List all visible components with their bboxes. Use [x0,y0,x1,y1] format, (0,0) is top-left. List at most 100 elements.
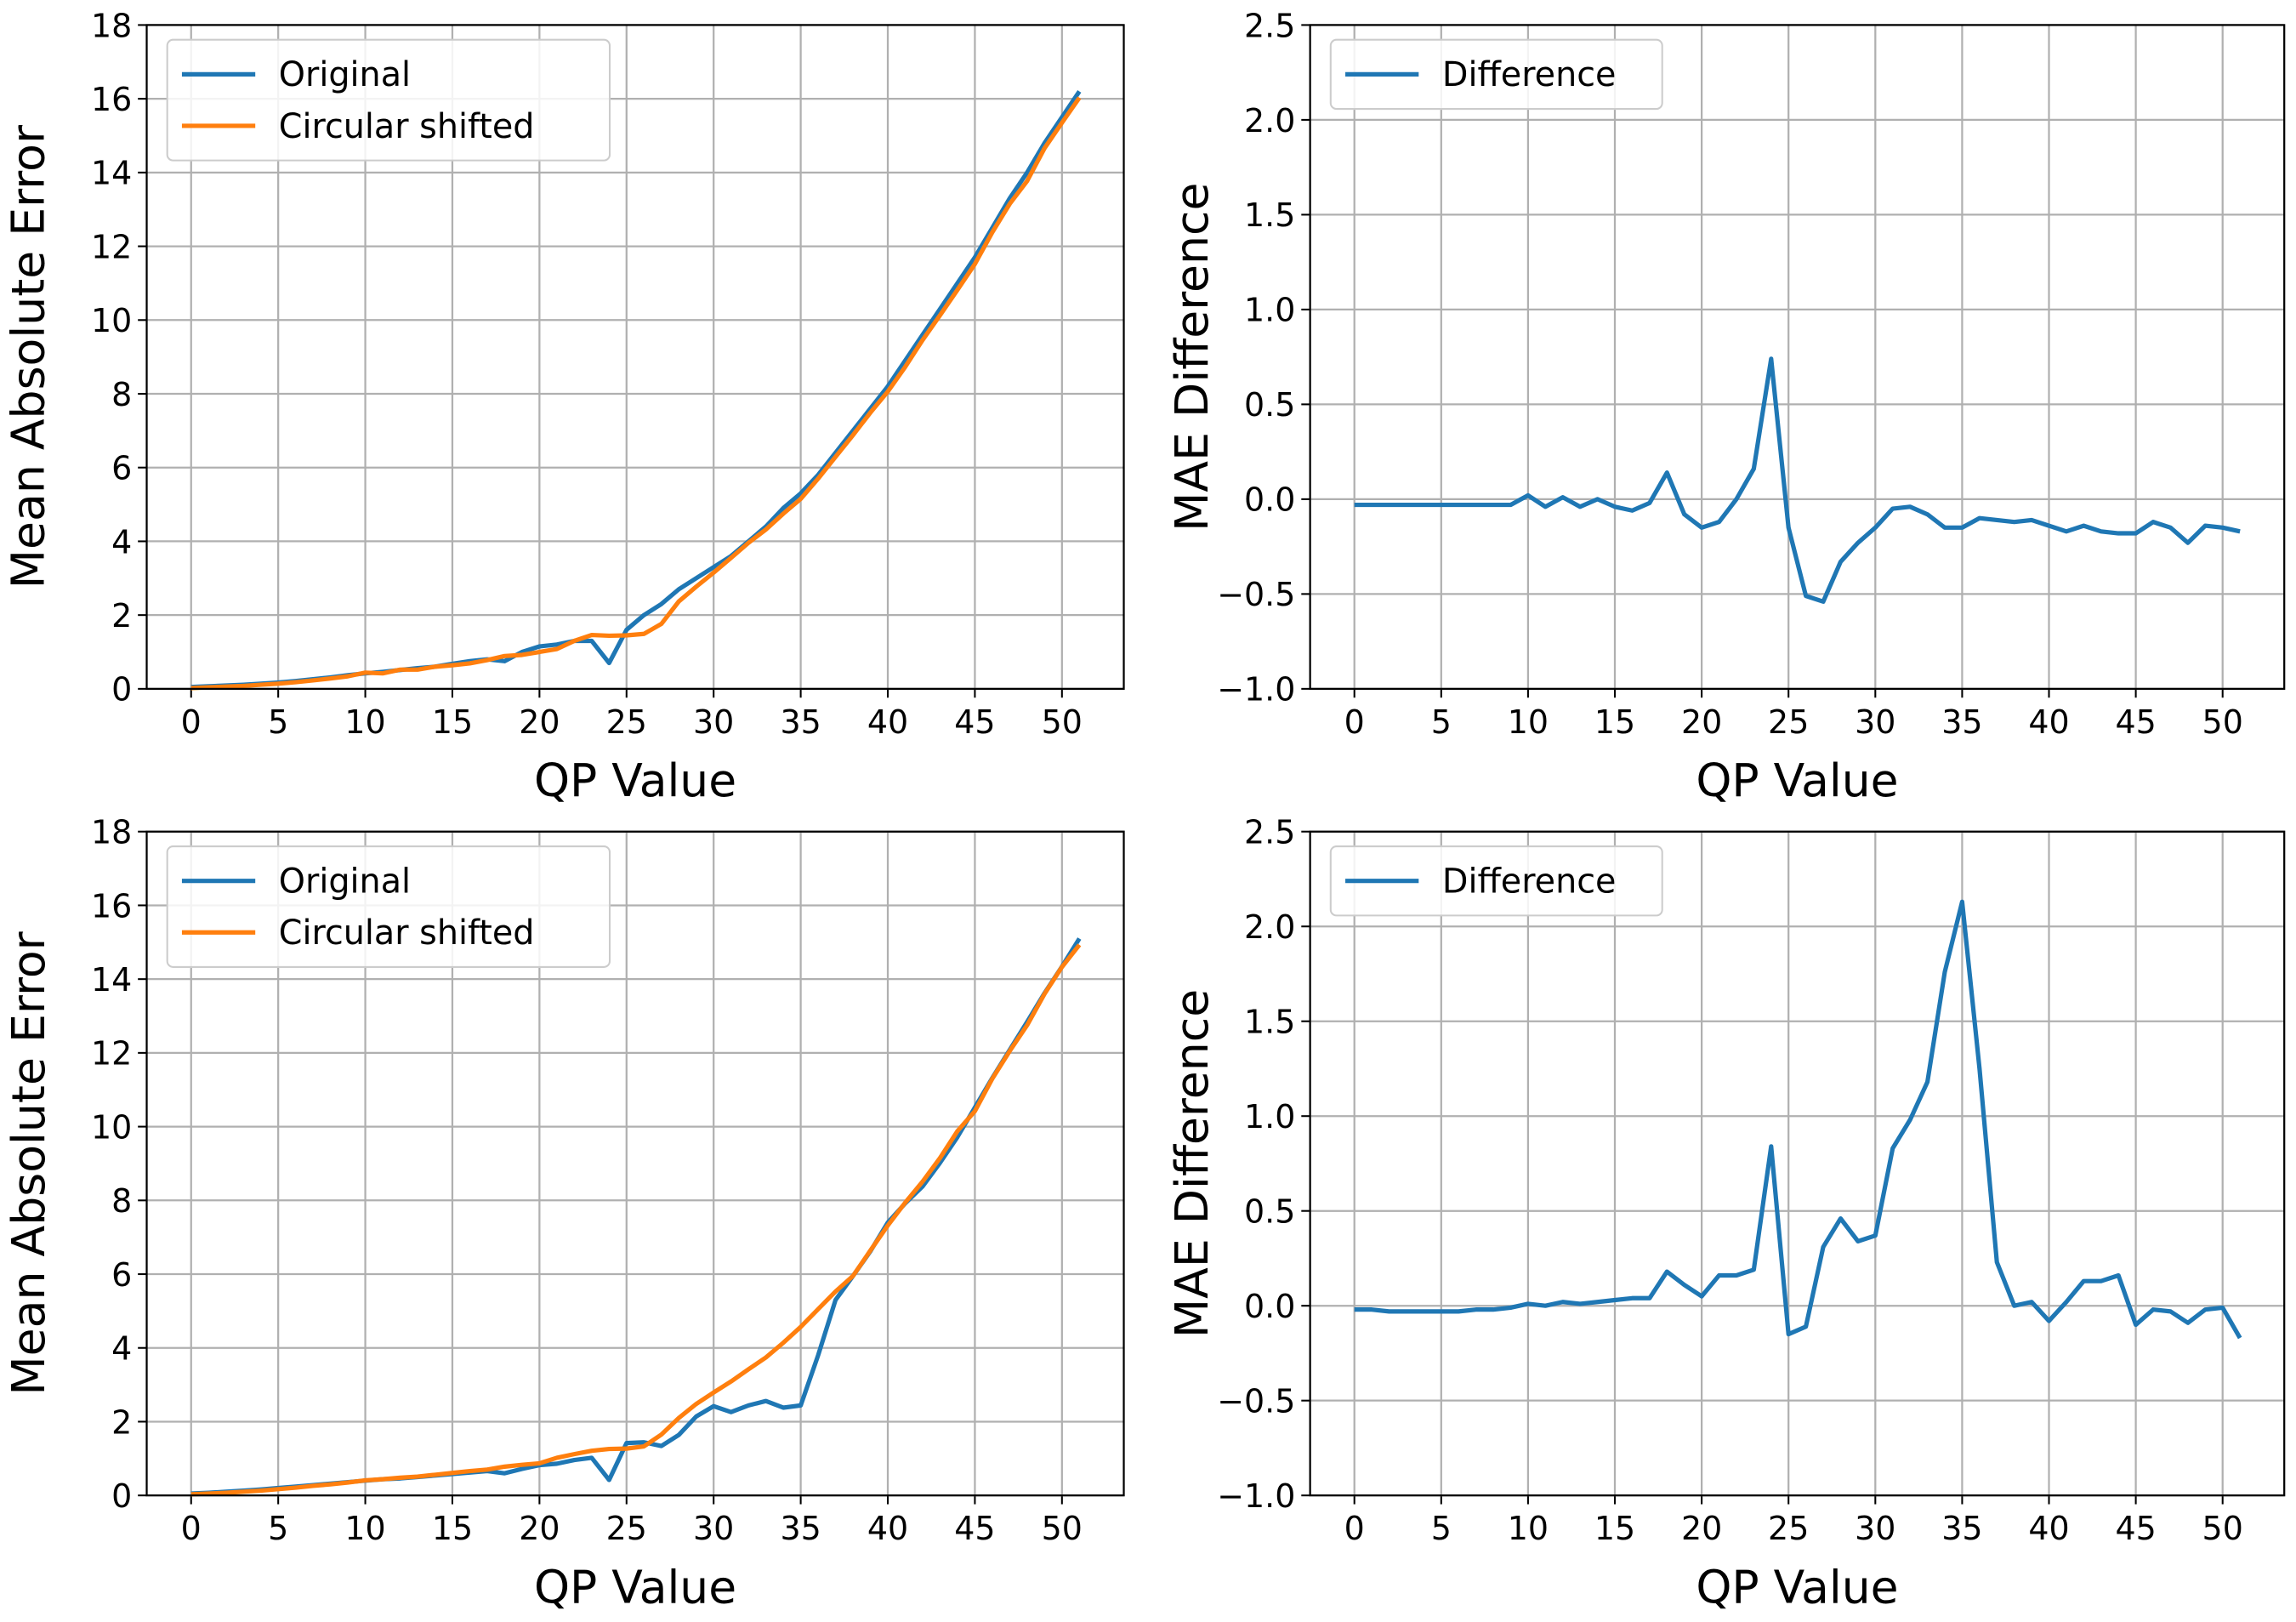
y-tick-label: 12 [91,1035,132,1073]
legend-box [1329,845,1663,917]
x-tick-label: 0 [1344,1510,1365,1547]
y-tick-label: 8 [111,1182,132,1220]
x-tick-label: 50 [1042,703,1083,741]
y-tick-label: 0 [111,671,132,709]
y-tick-label: −1.0 [1217,1477,1295,1515]
legend-label: Original [279,55,411,94]
y-tick-label: 6 [111,1256,132,1294]
x-tick-label: 40 [2028,1510,2069,1547]
legend: Difference [1329,845,1663,917]
legend-label: Difference [1442,55,1617,94]
x-tick-label: 50 [2202,703,2243,741]
series-line [190,90,1082,690]
x-tick-label: 20 [1681,703,1722,741]
legend-box [166,38,611,162]
x-tick-label: 5 [1431,1510,1452,1547]
x-tick-label: 25 [1768,1510,1809,1547]
y-tick-label: 2.5 [1244,814,1295,851]
y-tick-label: 6 [111,450,132,487]
x-tick-label: 10 [344,1510,385,1547]
x-tick-label: 10 [344,703,385,741]
y-tick-label: −1.0 [1217,671,1295,709]
x-tick-label: 0 [181,1510,202,1547]
subplot: 0 5 10 15 20 25 30 35 40 45 50 −1.0 −0.5 0.0 0.5 1.0 1.5… [1165,814,2286,1614]
x-tick-label: 20 [519,703,560,741]
axes-frame [1309,830,2286,1497]
x-tick-label: 20 [1681,1510,1722,1547]
y-tick-label: 14 [91,155,132,192]
x-tick-label: 5 [1431,703,1452,741]
legend-box [166,845,611,968]
x-tick-label: 40 [867,703,908,741]
x-tick-label: 0 [181,703,202,741]
y-tick-label: 2.0 [1244,102,1295,139]
y-tick-label: 1.5 [1244,196,1295,234]
legend: Difference [1329,38,1663,111]
y-tick-label: 14 [91,961,132,999]
x-tick-label: 10 [1508,703,1549,741]
series-line [190,96,1082,691]
y-tick-label: −0.5 [1217,1382,1295,1420]
y-tick-label: 0.0 [1244,1288,1295,1325]
x-tick-label: 50 [1042,1510,1083,1547]
x-tick-label: 0 [1344,703,1365,741]
x-axis-label: QP Value [534,754,736,807]
y-axis-label: MAE Difference [1165,182,1219,531]
x-tick-label: 45 [954,703,995,741]
subplot: 0 5 10 15 20 25 30 35 40 45 50 0 2 4 6 8 10 12 14 16 18 QP Va… [2,7,1125,807]
series-line [190,943,1082,1497]
y-tick-label: 0.0 [1244,481,1295,519]
x-tick-label: 25 [606,1510,647,1547]
y-tick-label: 1.5 [1244,1004,1295,1041]
legend-box [1329,38,1663,111]
x-tick-label: 45 [2115,1510,2156,1547]
x-tick-label: 45 [2115,703,2156,741]
y-axis-label: MAE Difference [1165,989,1219,1338]
y-tick-label: 4 [111,1330,132,1368]
x-tick-label: 15 [1594,1510,1635,1547]
y-tick-label: 18 [91,7,132,44]
y-tick-label: 8 [111,376,132,413]
y-axis-label: Mean Absolute Error [2,931,55,1395]
y-tick-label: 2 [111,597,132,635]
y-tick-label: 0.5 [1244,1192,1295,1230]
subplot: 0 5 10 15 20 25 30 35 40 45 50 −1.0 −0.5 0.0 0.5 1.0 1.5… [1165,7,2286,807]
y-tick-label: 10 [91,1108,132,1146]
x-tick-label: 40 [2028,703,2069,741]
y-tick-label: 18 [91,814,132,851]
subplot: 0 5 10 15 20 25 30 35 40 45 50 0 2 4 6 8 10 12 14 16 18 QP Va… [2,814,1125,1614]
legend-label: Difference [1442,862,1617,901]
x-tick-label: 45 [954,1510,995,1547]
y-tick-label: 10 [91,302,132,339]
y-tick-label: 1.0 [1244,292,1295,329]
x-tick-label: 30 [1855,703,1895,741]
legend: Original Circular shifted [166,38,611,162]
x-tick-label: 30 [1855,1510,1895,1547]
y-tick-label: 16 [91,887,132,925]
x-tick-label: 50 [2202,1510,2243,1547]
y-tick-label: 2 [111,1403,132,1441]
series-line [1354,899,2242,1340]
x-tick-label: 35 [1941,703,1982,741]
x-tick-label: 30 [693,1510,734,1547]
axes-frame [145,24,1125,690]
x-tick-label: 20 [519,1510,560,1547]
x-tick-label: 35 [1941,1510,1982,1547]
y-tick-label: 2.0 [1244,908,1295,946]
y-tick-label: 0.5 [1244,386,1295,424]
y-tick-label: −0.5 [1217,576,1295,613]
x-tick-label: 25 [606,703,647,741]
legend-label: Circular shifted [279,107,535,146]
x-tick-label: 5 [268,703,288,741]
x-tick-label: 25 [1768,703,1809,741]
x-axis-label: QP Value [1696,1560,1898,1613]
y-tick-label: 0 [111,1477,132,1515]
axes-frame [1309,24,2286,690]
x-axis-label: QP Value [534,1560,736,1613]
x-tick-label: 5 [268,1510,288,1547]
x-tick-label: 35 [780,703,821,741]
legend-label: Circular shifted [279,913,535,953]
y-tick-label: 16 [91,81,132,118]
